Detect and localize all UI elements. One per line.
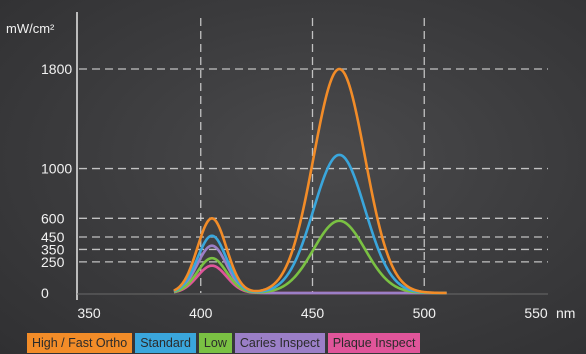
series-line-low xyxy=(173,219,447,295)
legend-item-plaque-inspect: Plaque Inspect xyxy=(327,333,421,353)
legend-item-standard: Standard xyxy=(135,333,196,353)
x-tick-label-500: 500 xyxy=(413,305,437,321)
series-lines xyxy=(173,67,447,295)
y-tick-label-0: 0 xyxy=(41,285,49,301)
x-tick-label-550: 550 xyxy=(524,305,548,321)
series-line-caries-inspect xyxy=(173,244,447,295)
y-tick-label-600: 600 xyxy=(41,210,65,226)
y-tick-label-350: 350 xyxy=(41,241,65,257)
y-tick-label-250: 250 xyxy=(41,254,65,270)
x-tick-label-450: 450 xyxy=(301,305,325,321)
series-line-high-fast-ortho xyxy=(173,67,447,295)
legend-item-caries-inspect: Caries Inspect xyxy=(234,333,325,353)
legend-item-low: Low xyxy=(198,333,232,353)
x-tick-label-400: 400 xyxy=(189,305,213,321)
x-tick-label-350: 350 xyxy=(77,305,101,321)
y-tick-label-450: 450 xyxy=(41,229,65,245)
legend-item-high-fast-ortho: High / Fast Ortho xyxy=(27,333,133,353)
y-tick-label-1800: 1800 xyxy=(41,61,72,77)
y-tick-label-1000: 1000 xyxy=(41,161,72,177)
series-line-standard xyxy=(173,153,447,295)
y-axis-label: mW/cm² xyxy=(6,21,55,36)
grid xyxy=(79,18,548,293)
legend: High / Fast Ortho Standard Low Caries Inspe… xyxy=(27,333,421,353)
x-axis-unit-label: nm xyxy=(556,305,575,321)
